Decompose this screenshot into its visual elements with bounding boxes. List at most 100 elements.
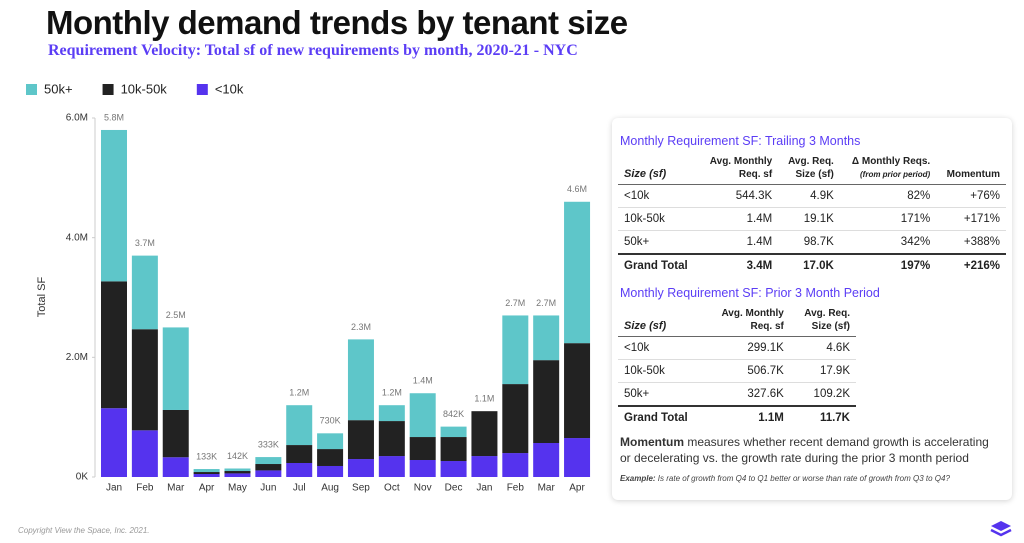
table-cell: 98.7K <box>778 230 840 255</box>
header-text: Size (sf) <box>811 321 850 332</box>
bar-segment <box>347 459 374 477</box>
bar-segment <box>224 468 251 472</box>
x-tick-label: May <box>228 483 247 494</box>
header-row: Size (sf) Avg. Monthly Req. sf Avg. Req. Siz… <box>618 152 1006 185</box>
example: Example: Is rate of growth from Q4 to Q1… <box>620 474 950 483</box>
total-label: 2.7M <box>536 298 556 308</box>
table-cell: 544.3K <box>698 184 779 208</box>
table-cell: +388% <box>936 230 1006 255</box>
legend-swatch <box>26 84 37 95</box>
bar-segment <box>409 437 436 461</box>
summary-panel: Monthly Requirement SF: Trailing 3 Month… <box>612 118 1012 500</box>
table-title: Monthly Requirement SF: Trailing 3 Month… <box>620 134 861 148</box>
x-tick-label: Apr <box>569 483 585 494</box>
table-cell: 4.6K <box>789 336 856 360</box>
y-tick-label: 2.0M <box>66 352 88 363</box>
header-text: Req. sf <box>750 321 784 332</box>
bar-segment <box>564 343 591 439</box>
header-row: Size (sf) Avg. Monthly Req. sf Avg. Req. Siz… <box>618 304 856 337</box>
table-row: <10k 299.1K 4.6K <box>618 336 856 360</box>
table: Size (sf) Avg. Monthly Req. sf Avg. Req. Siz… <box>618 152 1006 277</box>
header-text: Req. sf <box>738 169 773 180</box>
note-text: measures whether recent demand growth is… <box>620 435 989 465</box>
x-tick-label: Mar <box>167 483 185 494</box>
x-tick-label: Dec <box>445 483 463 494</box>
table-cell: <10k <box>618 184 699 208</box>
chart-subtitle: Requirement Velocity: Total sf of new re… <box>48 42 578 59</box>
table-cell: 10k-50k <box>618 359 705 383</box>
x-tick-label: Aug <box>321 483 339 494</box>
header-cell: Avg. Monthly Req. sf <box>704 304 790 337</box>
total-row: Grand Total 3.4M 17.0K 197% +216% <box>618 253 1006 277</box>
x-tick-label: Feb <box>507 483 525 494</box>
note: Momentum measures whether recent demand … <box>620 434 1000 466</box>
bar-segment <box>101 281 127 409</box>
table-cell: 19.1K <box>778 207 840 231</box>
total-label: 2.5M <box>166 310 186 320</box>
total-label: 1.1M <box>474 394 494 404</box>
table-cell: 17.9K <box>789 359 856 383</box>
bar-segment <box>502 453 529 477</box>
header-cell: Momentum <box>936 152 1006 185</box>
bar-segment <box>193 472 220 475</box>
table-cell: 171% <box>839 207 937 231</box>
y-tick-label: 6.0M <box>66 113 88 124</box>
x-tick-label: Jan <box>106 483 122 494</box>
bar-segment <box>101 408 127 477</box>
total-label: 842K <box>443 409 464 419</box>
table-cell: Grand Total <box>618 405 705 429</box>
x-tick-label: Jun <box>260 483 276 494</box>
total-row: Grand Total 1.1M 11.7K <box>618 405 856 429</box>
total-label: 1.2M <box>289 388 309 398</box>
table-cell: 4.9K <box>778 184 840 208</box>
bar-segment <box>471 411 498 457</box>
legend-label: 50k+ <box>44 81 73 96</box>
header-text: Avg. Monthly <box>709 156 773 167</box>
total-label: 1.4M <box>413 376 433 386</box>
total-label: 1.2M <box>382 388 402 398</box>
table-cell: +171% <box>936 207 1006 231</box>
bar-segment <box>347 339 374 421</box>
copyright: Copyright View the Space, Inc. 2021. <box>18 526 150 535</box>
table-cell: 506.7K <box>704 359 790 383</box>
x-tick-label: Sep <box>352 483 370 494</box>
bar-segment <box>162 457 189 477</box>
bar-segment <box>502 315 529 385</box>
table-row: 50k+ 1.4M 98.7K 342% +388% <box>618 230 1006 255</box>
header-cell: Avg. Req. Size (sf) <box>789 304 856 337</box>
table-cell: 10k-50k <box>618 207 699 231</box>
bar-segment <box>162 327 189 410</box>
bar-segment <box>378 405 405 422</box>
table: Size (sf) Avg. Monthly Req. sf Avg. Req. Siz… <box>618 304 856 429</box>
table-row: 10k-50k 1.4M 19.1K 171% +171% <box>618 207 1006 231</box>
x-tick-label: Apr <box>199 483 215 494</box>
bar-segment <box>131 430 158 477</box>
note-bold: Momentum <box>620 435 684 449</box>
bar-segment <box>409 460 436 477</box>
table-cell: +216% <box>936 253 1006 277</box>
bar-segment <box>440 437 467 462</box>
total-label: 142K <box>227 451 248 461</box>
chart: 0K 2.0M 4.0M 6.0M Total SF 50k+ 10k-50k <10k 5.8… <box>26 81 591 494</box>
table-cell: Grand Total <box>618 253 699 277</box>
example-text: Is rate of growth from Q4 to Q1 better o… <box>655 474 950 483</box>
bar-segment <box>378 421 405 457</box>
chart-title: Monthly demand trends by tenant size <box>46 4 628 41</box>
table-cell: 82% <box>839 184 937 208</box>
table-row: <10k 544.3K 4.9K 82% +76% <box>618 184 1006 208</box>
bar-segment <box>409 393 436 438</box>
header-text: Avg. Req. <box>804 308 850 319</box>
table-row: 50k+ 327.6K 109.2K <box>618 382 856 407</box>
bar-segment <box>347 420 374 460</box>
bar-segment <box>193 474 220 477</box>
legend-label: <10k <box>215 81 244 96</box>
bar-segment <box>286 445 313 463</box>
x-tick-label: Nov <box>414 483 432 494</box>
bar-segment <box>502 384 529 454</box>
table-title: Monthly Requirement SF: Prior 3 Month Pe… <box>620 286 880 300</box>
table-cell: 50k+ <box>618 230 699 255</box>
header-cell: Size (sf) <box>618 304 705 337</box>
legend-swatch <box>102 84 114 95</box>
total-label: 2.7M <box>505 298 525 308</box>
